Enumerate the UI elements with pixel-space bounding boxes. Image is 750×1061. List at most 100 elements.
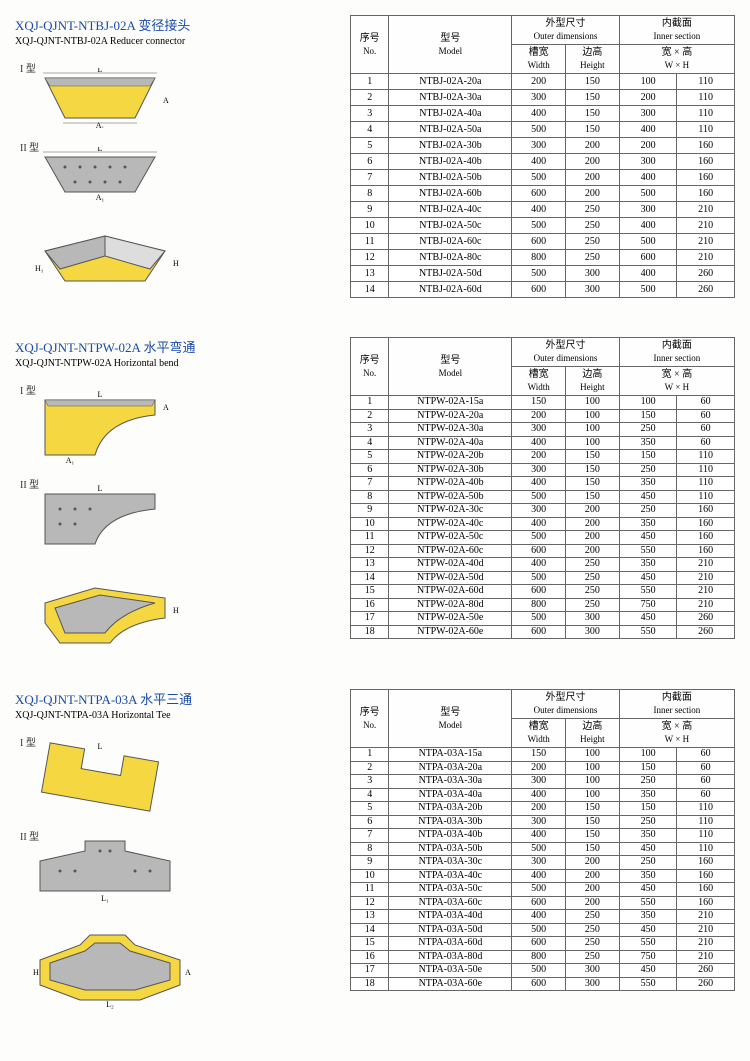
table-cell: 400 [512, 788, 566, 802]
table-cell: 160 [677, 517, 735, 531]
table-cell: 200 [566, 154, 620, 170]
table-cell: 300 [566, 612, 620, 626]
table-cell: 300 [619, 202, 677, 218]
technical-diagram: HH₁ [25, 221, 185, 301]
table-cell: 150 [566, 477, 620, 491]
table-cell: 1 [351, 396, 389, 410]
table-cell: 350 [619, 558, 677, 572]
table-row: 13NTPW-02A-40d400250350210 [351, 558, 735, 572]
table-cell: 400 [512, 558, 566, 572]
col-outer: 外型尺寸Outer dimensions [512, 690, 620, 719]
table-row: 15NTPW-02A-60d600250550210 [351, 585, 735, 599]
table-cell: 400 [512, 202, 566, 218]
table-cell: 210 [677, 923, 735, 937]
table-cell: 600 [512, 544, 566, 558]
table-cell: 200 [619, 138, 677, 154]
table-cell: 10 [351, 517, 389, 531]
table-cell: 350 [619, 910, 677, 924]
table-cell: 6 [351, 463, 389, 477]
table-row: 10NTPA-03A-40c400200350160 [351, 869, 735, 883]
table-cell: 60 [677, 748, 735, 762]
table-cell: 12 [351, 896, 389, 910]
table-cell: 150 [566, 122, 620, 138]
technical-diagram: II 型 L₁ [25, 836, 185, 906]
table-cell: 16 [351, 598, 389, 612]
table-cell: 500 [512, 531, 566, 545]
table-cell: 3 [351, 106, 389, 122]
table-cell: 110 [677, 74, 735, 90]
table-cell: 200 [566, 138, 620, 154]
table-row: 6NTPW-02A-30b300150250110 [351, 463, 735, 477]
table-cell: 150 [566, 802, 620, 816]
table-row: 10NTBJ-02A-50c500250400210 [351, 218, 735, 234]
table-cell: 150 [566, 842, 620, 856]
technical-diagram: I 型 L [25, 742, 175, 817]
diagram-type-label: II 型 [20, 828, 39, 843]
col-height: 边高Height [566, 45, 620, 74]
table-cell: 450 [619, 571, 677, 585]
table-cell: 12 [351, 250, 389, 266]
table-cell: 2 [351, 761, 389, 775]
table-cell: 4 [351, 436, 389, 450]
table-row: 14NTBJ-02A-60d600300500260 [351, 282, 735, 298]
table-column: 序号No. 型号Model 外型尺寸Outer dimensions 内截面In… [350, 337, 735, 669]
title-cn: XQJ-QJNT-NTBJ-02A 变径接头 [15, 15, 335, 34]
table-cell: 9 [351, 202, 389, 218]
table-cell: 18 [351, 625, 389, 639]
table-cell: 150 [512, 396, 566, 410]
table-cell: NTPW-02A-60c [389, 544, 512, 558]
table-cell: NTBJ-02A-40b [389, 154, 512, 170]
table-cell: 60 [677, 775, 735, 789]
table-row: 8NTBJ-02A-60b600200500160 [351, 186, 735, 202]
table-cell: 160 [677, 531, 735, 545]
table-cell: 110 [677, 450, 735, 464]
table-cell: NTPW-02A-50c [389, 531, 512, 545]
table-cell: 600 [619, 250, 677, 266]
table-row: 4NTPW-02A-40a40010035060 [351, 436, 735, 450]
table-cell: 18 [351, 977, 389, 991]
table-cell: 260 [677, 282, 735, 298]
title-en: XQJ-QJNT-NTBJ-02A Reducer connector [15, 36, 335, 47]
table-cell: 300 [512, 138, 566, 154]
table-cell: 350 [619, 829, 677, 843]
table-cell: 160 [677, 138, 735, 154]
table-cell: 210 [677, 585, 735, 599]
technical-diagram: I 型 L A₁ A [25, 68, 175, 128]
table-cell: 60 [677, 788, 735, 802]
table-cell: 300 [566, 266, 620, 282]
table-cell: 110 [677, 802, 735, 816]
table-cell: 11 [351, 531, 389, 545]
table-cell: 600 [512, 585, 566, 599]
spec-table: 序号No. 型号Model 外型尺寸Outer dimensions 内截面In… [350, 15, 735, 298]
table-cell: NTBJ-02A-50c [389, 218, 512, 234]
table-cell: 350 [619, 788, 677, 802]
table-row: 14NTPW-02A-50d500250450210 [351, 571, 735, 585]
table-cell: 100 [619, 74, 677, 90]
table-cell: 200 [566, 170, 620, 186]
table-cell: 11 [351, 234, 389, 250]
table-cell: NTPA-03A-20a [389, 761, 512, 775]
table-row: 13NTPA-03A-40d400250350210 [351, 910, 735, 924]
table-cell: 14 [351, 282, 389, 298]
table-cell: 450 [619, 842, 677, 856]
table-cell: 260 [677, 612, 735, 626]
table-cell: 100 [566, 396, 620, 410]
table-cell: 160 [677, 883, 735, 897]
table-cell: 500 [512, 842, 566, 856]
table-cell: 300 [512, 815, 566, 829]
table-cell: 150 [566, 450, 620, 464]
table-cell: 200 [512, 761, 566, 775]
table-cell: 400 [512, 517, 566, 531]
table-cell: 160 [677, 154, 735, 170]
table-cell: 300 [512, 423, 566, 437]
spec-table: 序号No. 型号Model 外型尺寸Outer dimensions 内截面In… [350, 337, 735, 639]
table-cell: NTPW-02A-40c [389, 517, 512, 531]
table-cell: 250 [619, 423, 677, 437]
table-row: 17NTPA-03A-50e500300450260 [351, 964, 735, 978]
diagram-type-label: II 型 [20, 476, 39, 491]
table-row: 2NTBJ-02A-30a300150200110 [351, 90, 735, 106]
table-cell: 110 [677, 842, 735, 856]
table-cell: 300 [566, 964, 620, 978]
col-model: 型号Model [389, 338, 512, 396]
table-cell: 550 [619, 977, 677, 991]
